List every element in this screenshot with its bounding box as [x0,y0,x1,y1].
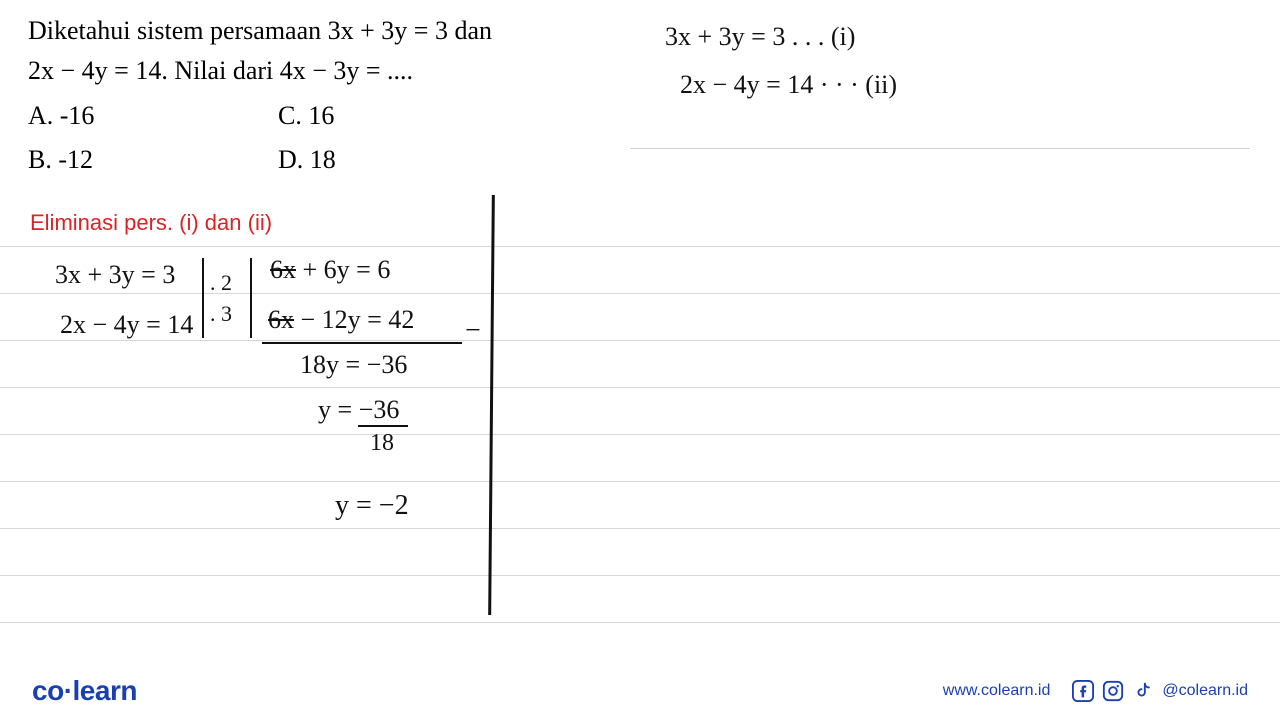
logo-dot: · [64,675,73,706]
ruled-background [0,200,1280,650]
logo-co: co [32,675,64,706]
instagram-icon [1102,680,1124,702]
elim-left-row2: 2x − 4y = 14 [60,310,193,340]
result-2: y = −36 [318,395,399,425]
question-line1: Diketahui sistem persamaan 3x + 3y = 3 d… [28,12,608,50]
page: Diketahui sistem persamaan 3x + 3y = 3 d… [0,0,1280,720]
mul-1: . 2 [210,268,232,299]
elim-r2-rest: − 12y = 42 [294,305,414,334]
elim-hline [262,342,462,344]
hand-eq-ii: 2x − 4y = 14 · · · (ii) [680,70,897,100]
footer-right: www.colearn.id @colearn.id [943,680,1248,702]
social-group: @colearn.id [1072,680,1248,702]
brand-logo: co·learn [32,675,137,707]
strike-6x-2: 6x [268,305,294,334]
footer-url: www.colearn.id [943,682,1051,700]
fraction-bar [358,425,408,427]
question-line2: 2x − 4y = 14. Nilai dari 4x − 3y = .... [28,52,608,90]
result-2-den: 18 [370,430,394,457]
option-a: A. -16 [28,97,278,135]
step-title: Eliminasi pers. (i) dan (ii) [30,210,272,236]
strike-6x-1: 6x [270,255,296,284]
mul-2: . 3 [210,299,232,330]
tiktok-icon [1132,680,1154,702]
logo-learn: learn [73,675,137,706]
elim-multipliers: . 2 . 3 [210,268,232,330]
footer: co·learn www.colearn.id @colearn.id [0,662,1280,720]
elim-right-row1: 6x + 6y = 6 [270,255,390,285]
elim-bar-2 [250,258,252,338]
options-grid: A. -16 C. 16 B. -12 D. 18 [28,97,608,178]
hand-eq-i: 3x + 3y = 3 . . . (i) [665,22,855,52]
elim-bar-1 [202,258,204,338]
subtract-sign: − [465,315,481,347]
elim-r1-rest: + 6y = 6 [296,255,390,284]
elim-right-row2: 6x − 12y = 42 [268,305,414,335]
divider-short [630,148,1250,149]
option-d: D. 18 [278,141,528,179]
question-block: Diketahui sistem persamaan 3x + 3y = 3 d… [28,12,608,179]
facebook-icon [1072,680,1094,702]
option-c: C. 16 [278,97,528,135]
footer-handle: @colearn.id [1162,682,1248,700]
result-1: 18y = −36 [300,350,407,380]
result-2-num: −36 [359,395,400,424]
option-b: B. -12 [28,141,278,179]
elim-left-row1: 3x + 3y = 3 [55,260,175,290]
result-final: y = −2 [335,490,409,522]
result-2-lhs: y = [318,395,359,424]
